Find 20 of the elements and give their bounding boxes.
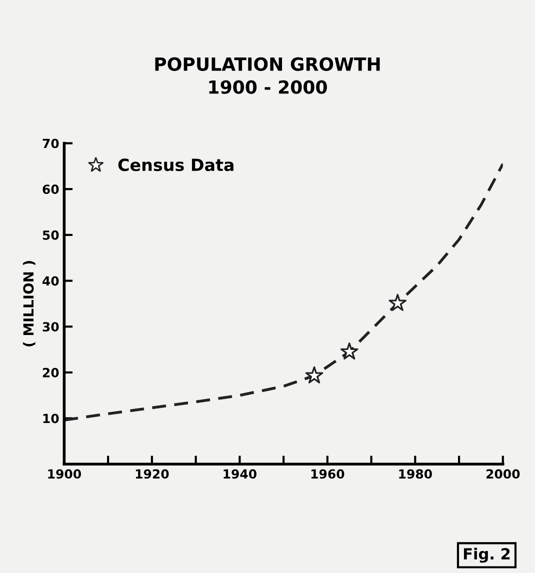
point	[305, 366, 324, 384]
point	[388, 294, 407, 311]
y-tick-label: 20	[42, 368, 59, 378]
y-tick-label: 50	[42, 230, 59, 240]
y-axis-title: ( MILLION )	[22, 261, 36, 346]
legend-label: Census Data	[118, 158, 234, 172]
x-tick-label: 1980	[399, 469, 432, 479]
caption: Fig. 2	[464, 548, 510, 563]
x-tick-label: 2000	[486, 469, 520, 479]
y-tick-label: 30	[42, 322, 59, 332]
chart-title: POPULATION GROWTH 1900 - 2000	[155, 57, 380, 94]
x-tick-label: 1900	[48, 469, 81, 479]
y-tick-label: 10	[43, 414, 59, 424]
x-tick-label: 1960	[311, 469, 344, 479]
point	[340, 342, 358, 360]
y-tick-label: 60	[42, 184, 59, 194]
y-tick-label: 40	[42, 276, 59, 286]
x-tick-label: 1920	[136, 469, 169, 479]
x-tick-label: 1940	[224, 469, 256, 479]
y-tick-label: 70	[42, 138, 59, 148]
